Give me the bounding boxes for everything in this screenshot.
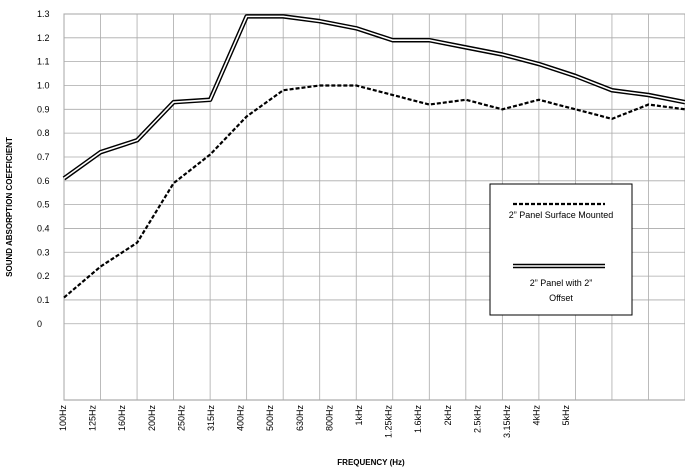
x-tick-label: 1kHz: [354, 405, 364, 426]
legend-label: 2” Panel with 2” Offset: [529, 278, 593, 303]
y-tick-label: 0.8: [37, 128, 50, 138]
y-tick-label: 0.5: [37, 200, 50, 210]
x-tick-label: 2kHz: [443, 405, 453, 426]
y-tick-label: 1.0: [37, 80, 50, 90]
y-tick-label: 0.7: [37, 152, 50, 162]
y-tick-label: 0.3: [37, 247, 50, 257]
y-tick-label: 0.9: [37, 104, 50, 114]
y-tick-label: 0.2: [37, 271, 50, 281]
x-tick-label: 100Hz: [58, 405, 68, 432]
x-tick-label: 250Hz: [176, 405, 186, 432]
x-axis-title: FREQUENCY (Hz): [337, 458, 405, 467]
y-tick-label: 0.6: [37, 176, 50, 186]
x-tick-label: 3.15kHz: [502, 405, 512, 439]
x-tick-label: 200Hz: [147, 405, 157, 432]
x-tick-label: 5kHz: [561, 405, 571, 426]
x-tick-label: 4kHz: [532, 405, 542, 426]
line-series-inner: [63, 15, 685, 180]
x-tick-label: 400Hz: [236, 405, 246, 432]
x-tick-label: 2.5kHz: [472, 405, 482, 434]
line-series: [63, 84, 685, 299]
y-tick-label: 0.1: [37, 295, 50, 305]
legend-box: [489, 183, 633, 316]
y-tick-label: 1.2: [37, 33, 50, 43]
x-tick-label: 160Hz: [117, 405, 127, 432]
y-tick-label: 1.1: [37, 57, 50, 67]
x-tick-label: 125Hz: [88, 405, 98, 432]
y-tick-label: 0: [37, 319, 42, 329]
legend-label: 2” Panel Surface Mounted: [508, 210, 614, 220]
y-axis-title: SOUND ABSORPTION COEFFICIENT: [5, 137, 14, 277]
x-tick-label: 1.25kHz: [384, 405, 394, 439]
x-tick-label: 500Hz: [265, 405, 275, 432]
y-tick-label: 1.3: [37, 9, 50, 19]
x-tick-label: 800Hz: [324, 405, 334, 432]
x-tick-label: 315Hz: [206, 405, 216, 432]
y-tick-label: 0.4: [37, 223, 50, 233]
x-tick-label: 1.6kHz: [413, 405, 423, 434]
x-tick-label: 630Hz: [295, 405, 305, 432]
